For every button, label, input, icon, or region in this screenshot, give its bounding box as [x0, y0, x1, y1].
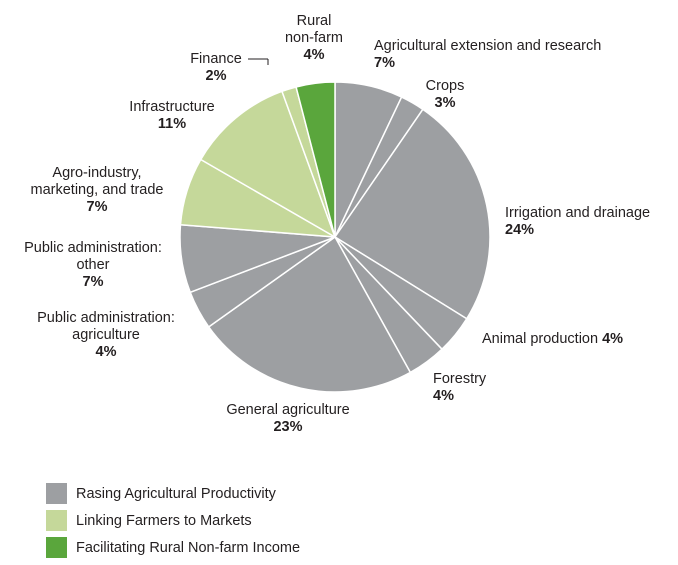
pie-slice-general-agriculture: [207, 236, 412, 393]
label-agro-industry: Agro-industry, marketing, and trade 7%: [30, 165, 164, 215]
legend-swatch-light-green: [46, 510, 67, 531]
label-irrigation-drainage: Irrigation and drainage 24%: [505, 205, 651, 238]
pie-slice-irrigation-and-drainage: [334, 108, 491, 320]
legend-item-productivity: Rasing Agricultural Productivity: [46, 480, 300, 507]
label-public-admin-other: Public administration: other 7%: [24, 240, 162, 290]
label-rural-non-farm: Rural non-farm 4%: [284, 13, 344, 63]
pie-slices: [179, 81, 491, 393]
pie-slice-rural-non-farm: [295, 81, 336, 238]
legend-label: Rasing Agricultural Productivity: [76, 485, 276, 502]
legend-label: Linking Farmers to Markets: [76, 512, 252, 529]
label-crops: Crops 3%: [425, 78, 465, 111]
label-animal-production: Animal production 4%: [482, 331, 624, 347]
legend-item-markets: Linking Farmers to Markets: [46, 507, 300, 534]
label-infrastructure: Infrastructure 11%: [129, 99, 215, 132]
label-general-agriculture: General agriculture 23%: [226, 402, 350, 435]
label-forestry: Forestry 4%: [433, 371, 487, 404]
legend-swatch-grey: [46, 483, 67, 504]
pie-slice-infrastructure: [200, 90, 336, 238]
legend: Rasing Agricultural Productivity Linking…: [46, 480, 300, 561]
label-public-admin-agriculture: Public administration: agriculture 4%: [37, 310, 175, 360]
legend-label: Facilitating Rural Non-farm Income: [76, 539, 301, 556]
label-agricultural-extension: Agricultural extension and research 7%: [374, 38, 602, 71]
legend-swatch-green: [46, 537, 67, 558]
legend-item-nonfarm: Facilitating Rural Non-farm Income: [46, 534, 300, 561]
label-finance: Finance 2%: [190, 51, 242, 84]
